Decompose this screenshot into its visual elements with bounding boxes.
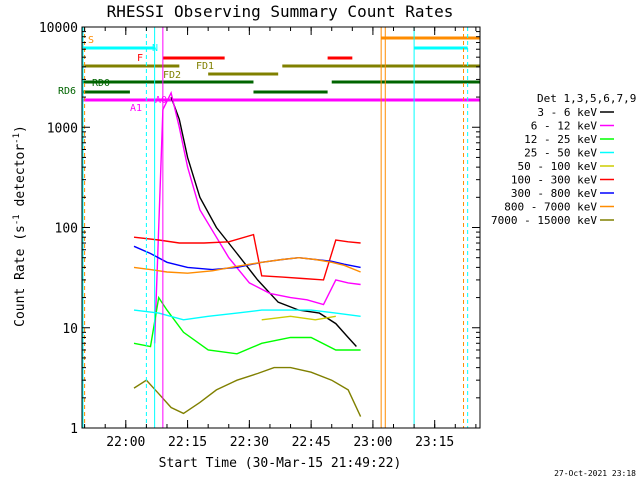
- flag-layer: SNFFD1FD2RD0RD6A1A0: [58, 35, 480, 114]
- legend-entry-label: 12 - 25 keV: [524, 133, 597, 146]
- legend-entry-label: 800 - 7000 keV: [504, 201, 597, 214]
- y-tick-label: 1: [70, 422, 78, 437]
- legend-entry-label: 6 - 12 keV: [531, 120, 598, 133]
- flag-label-f: F: [137, 53, 143, 64]
- series-line: [133, 366, 362, 417]
- flag-label-fd2: FD2: [163, 70, 181, 81]
- chart-title: RHESSI Observing Summary Count Rates: [107, 2, 454, 21]
- y-axis-label-sup-2: -1: [12, 133, 22, 144]
- x-tick-label: 22:45: [292, 435, 331, 450]
- y-tick-label: 10000: [39, 21, 78, 36]
- x-tick-label: 22:30: [230, 435, 269, 450]
- y-tick-label: 100: [55, 222, 78, 237]
- series-line: [133, 295, 361, 355]
- timestamp: 27-Oct-2021 23:18: [554, 469, 636, 478]
- y-axis-label-sup-1: -1: [12, 214, 22, 225]
- series-line: [170, 96, 357, 347]
- flag-label-rd0: RD0: [92, 78, 110, 89]
- legend-entry-label: 100 - 300 keV: [511, 174, 597, 187]
- y-axis-label: Count Rate (s-1 detector-1): [12, 125, 28, 327]
- legend-entry-label: 300 - 800 keV: [511, 187, 597, 200]
- legend-entry-label: 3 - 6 keV: [537, 106, 597, 119]
- series-line: [133, 256, 361, 274]
- series-line: [153, 90, 361, 344]
- flag-label-rd6: RD6: [58, 86, 76, 97]
- y-tick-label: 1000: [47, 121, 78, 136]
- flag-label-a1: A1: [130, 103, 142, 114]
- series-layer: [133, 90, 362, 417]
- legend-title: Det 1,3,5,6,7,9: [537, 92, 636, 105]
- legend-entry-label: 7000 - 15000 keV: [491, 214, 597, 227]
- series-line: [261, 315, 336, 321]
- x-tick-label: 22:15: [168, 435, 207, 450]
- x-tick-label: 23:00: [353, 435, 392, 450]
- flag-label-a0: A0: [155, 95, 167, 106]
- series-line: [133, 233, 361, 281]
- series-line: [133, 309, 361, 321]
- axis-layer: 1 10 100 1000 10000 22:00 22:15 22:30 22:45 23:00…: [39, 21, 481, 450]
- x-tick-label: 23:15: [415, 435, 454, 450]
- y-tick-label: 10: [62, 322, 78, 337]
- legend-entry-label: 50 - 100 keV: [518, 160, 598, 173]
- y-axis-label-main: Count Rate (s: [13, 225, 28, 327]
- flag-label-s: S: [88, 35, 94, 46]
- legend-entry-label: 25 - 50 keV: [524, 147, 597, 160]
- x-axis-label: Start Time (30-Mar-15 21:49:22): [159, 456, 402, 471]
- y-axis-label-mid: detector: [13, 144, 28, 215]
- x-tick-label: 22:00: [106, 435, 145, 450]
- flag-label-fd1: FD1: [196, 61, 214, 72]
- y-axis-label-end: ): [13, 125, 28, 133]
